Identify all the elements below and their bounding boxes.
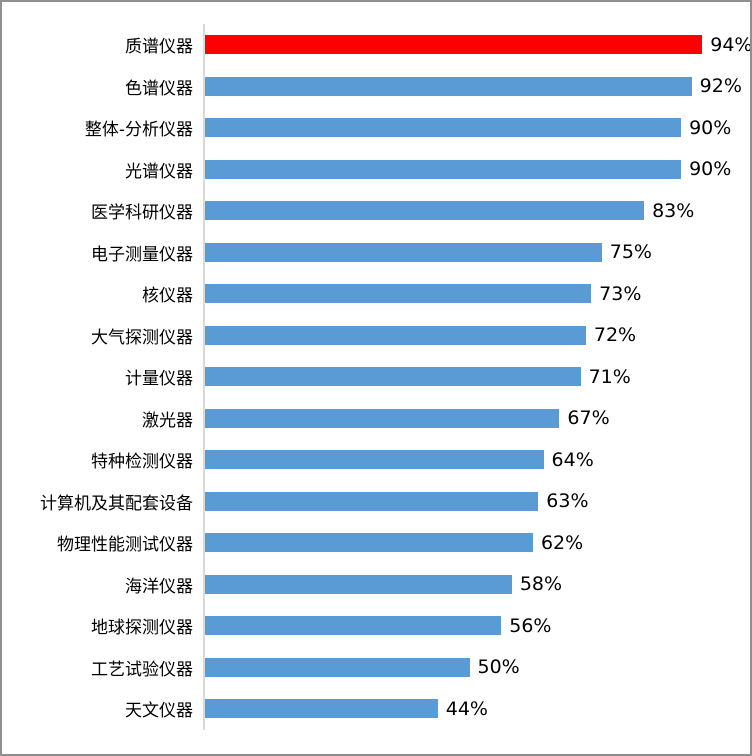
plot-area: 50% (203, 646, 750, 688)
value-label: 94% (710, 33, 752, 56)
value-label: 62% (540, 531, 584, 554)
bar-row: 计算机及其配套设备 63% (2, 480, 750, 522)
bar-row: 医学科研仪器 83% (2, 190, 750, 232)
plot-area: 72% (203, 314, 750, 356)
bar-row: 质谱仪器 94% (2, 24, 750, 66)
plot-area: 90% (203, 107, 750, 149)
bar-row: 计量仪器 71% (2, 356, 750, 398)
value-label: 90% (689, 116, 732, 139)
plot-area: 75% (203, 231, 750, 273)
bar (205, 574, 512, 594)
bar (205, 35, 703, 55)
plot-area: 94% (203, 24, 750, 66)
category-label: 质谱仪器 (125, 37, 193, 58)
category-label: 色谱仪器 (125, 78, 193, 99)
category-label: 计算机及其配套设备 (40, 493, 193, 514)
category-label: 海洋仪器 (125, 576, 193, 597)
value-label: 64% (551, 448, 594, 471)
value-label: 44% (445, 697, 488, 720)
plot-area: 64% (203, 439, 750, 481)
plot-area: 71% (203, 356, 750, 398)
category-label: 物理性能测试仪器 (57, 535, 193, 556)
plot-area: 92% (203, 65, 750, 107)
bar (205, 201, 645, 221)
bar (205, 242, 602, 262)
plot-area: 67% (203, 397, 750, 439)
value-label: 50% (477, 656, 520, 679)
value-label: 90% (689, 158, 732, 181)
bar (205, 450, 544, 470)
value-label: 67% (567, 407, 610, 430)
bar (205, 533, 533, 553)
plot-area: 62% (203, 522, 750, 564)
value-label: 71% (588, 365, 631, 388)
value-label: 56% (509, 614, 552, 637)
value-label: 73% (599, 282, 642, 305)
bar-rows: 质谱仪器 94% 色谱仪器 92% 整体-分析仪器 90% 光谱仪器 90% 医… (2, 24, 750, 730)
plot-area: 90% (203, 148, 750, 190)
category-label: 大气探测仪器 (91, 327, 193, 348)
bar-row: 海洋仪器 58% (2, 563, 750, 605)
bar (205, 159, 682, 179)
category-label: 天文仪器 (125, 701, 193, 722)
bar-row: 核仪器 73% (2, 273, 750, 315)
bar-row: 色谱仪器 92% (2, 65, 750, 107)
value-label: 92% (699, 75, 742, 98)
bar-row: 激光器 67% (2, 397, 750, 439)
value-label: 83% (652, 199, 695, 222)
category-label: 光谱仪器 (125, 161, 193, 182)
category-label: 医学科研仪器 (91, 203, 193, 224)
bar (205, 408, 560, 428)
bar (205, 699, 438, 719)
plot-area: 56% (203, 605, 750, 647)
category-label: 电子测量仪器 (91, 244, 193, 265)
plot-area: 73% (203, 273, 750, 315)
bar-row: 光谱仪器 90% (2, 148, 750, 190)
category-label: 核仪器 (142, 286, 193, 307)
category-label: 激光器 (142, 410, 193, 431)
category-label: 整体-分析仪器 (84, 120, 193, 141)
bar-row: 整体-分析仪器 90% (2, 107, 750, 149)
bar (205, 118, 682, 138)
bar-row: 天文仪器 44% (2, 688, 750, 730)
bar-row: 工艺试验仪器 50% (2, 646, 750, 688)
category-label: 特种检测仪器 (91, 452, 193, 473)
bar (205, 284, 592, 304)
bar (205, 491, 539, 511)
bar (205, 367, 581, 387)
bar-row: 大气探测仪器 72% (2, 314, 750, 356)
bar (205, 657, 470, 677)
value-label: 63% (546, 490, 589, 513)
plot-area: 58% (203, 563, 750, 605)
category-label: 计量仪器 (125, 369, 193, 390)
value-label: 72% (593, 324, 637, 347)
bar-row: 物理性能测试仪器 62% (2, 522, 750, 564)
value-label: 58% (519, 573, 563, 596)
plot-area: 63% (203, 480, 750, 522)
bar (205, 616, 502, 636)
bar-row: 电子测量仪器 75% (2, 231, 750, 273)
bar (205, 325, 586, 345)
category-label: 地球探测仪器 (91, 618, 193, 639)
plot-area: 83% (203, 190, 750, 232)
bar-row: 特种检测仪器 64% (2, 439, 750, 481)
plot-area: 44% (203, 688, 750, 730)
bar (205, 76, 692, 96)
bar-row: 地球探测仪器 56% (2, 605, 750, 647)
category-label: 工艺试验仪器 (91, 659, 193, 680)
value-label: 75% (609, 241, 652, 264)
